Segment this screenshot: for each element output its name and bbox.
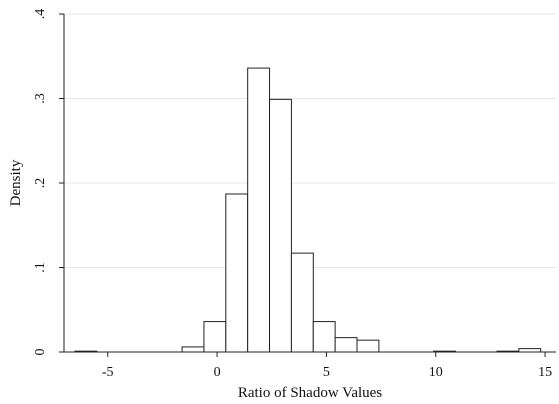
y-tick-label: .3: [33, 93, 48, 104]
histogram-bar: [518, 348, 542, 353]
x-tick-label: 5: [323, 365, 330, 380]
x-tick-label: 0: [214, 365, 221, 380]
y-tick-label: .1: [33, 262, 48, 273]
histogram-bar: [269, 98, 292, 353]
histogram-bar: [334, 337, 358, 353]
histogram-bar: [312, 321, 336, 353]
histogram-bars: [74, 67, 542, 353]
gridlines: [64, 13, 556, 268]
histogram-bar: [290, 252, 314, 353]
y-tick-label: .2: [33, 178, 48, 189]
histogram-bar: [225, 193, 249, 353]
axis-ticks: 0 .1 .2 .3 .4 -5 0 5 10 15: [33, 9, 552, 380]
y-tick-label: 0: [33, 349, 48, 356]
x-tick-label: -5: [102, 365, 114, 380]
histogram-bar: [356, 339, 380, 353]
y-tick-label: .4: [33, 9, 48, 20]
x-axis-title: Ratio of Shadow Values: [238, 385, 382, 401]
x-tick-label: 15: [538, 365, 552, 380]
histogram-bar: [181, 346, 205, 353]
histogram-bar: [203, 321, 227, 353]
x-tick-label: 10: [429, 365, 443, 380]
y-axis-title: Density: [8, 159, 24, 206]
histogram-bar: [247, 67, 271, 353]
